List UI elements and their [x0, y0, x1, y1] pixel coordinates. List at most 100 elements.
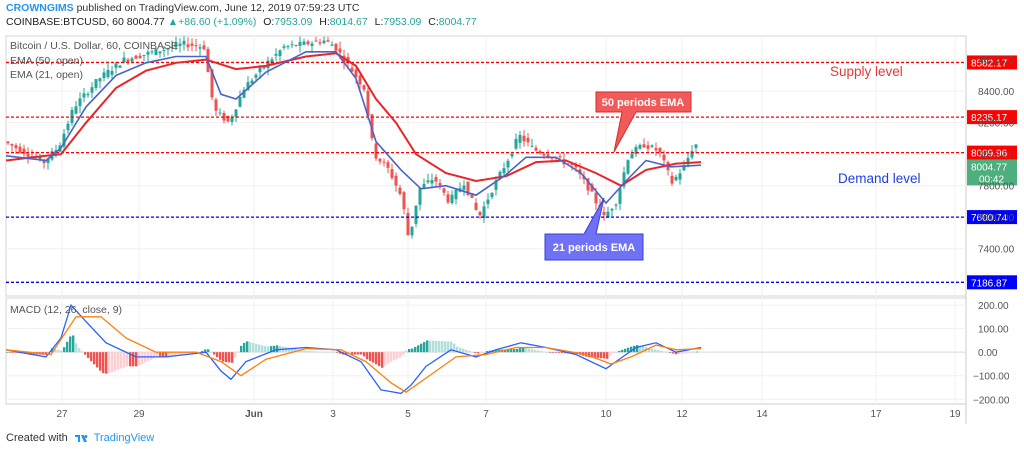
candle-body [682, 165, 686, 171]
candle-body [478, 211, 482, 216]
macd-histogram-bar [324, 351, 327, 353]
candle-body [290, 44, 294, 46]
macd-histogram-bar [96, 352, 99, 368]
macd-histogram-bar [537, 350, 540, 353]
candle-body [146, 51, 150, 55]
candle-body [538, 151, 542, 154]
author-name[interactable]: CROWNGIMS [6, 2, 74, 14]
candle-body [158, 51, 162, 54]
candle-body [482, 206, 486, 219]
macd-histogram-bar [177, 352, 180, 356]
macd-histogram-bar [234, 352, 237, 358]
candle-body [574, 164, 578, 168]
candle-body [338, 48, 342, 53]
ema50-line[interactable] [5, 52, 702, 187]
price-level-badge [967, 210, 1017, 225]
candle-body [162, 49, 166, 51]
ema21-line[interactable] [5, 51, 702, 205]
macd-histogram-bar [345, 352, 348, 355]
chart-canvas[interactable]: 8582.17 8235.17 8009.96 7600.74 7186.87 8004.… [0, 30, 1024, 428]
macd-histogram-bar [168, 352, 171, 357]
candle-body [314, 40, 318, 42]
candle-body [634, 146, 638, 155]
candle-body [630, 153, 634, 159]
macd-histogram-bar [246, 341, 249, 353]
macd-histogram-bar [273, 345, 276, 353]
macd-signal-line[interactable] [5, 316, 702, 393]
macd-histogram-bar [429, 340, 432, 353]
macd-histogram-bar [384, 352, 387, 366]
macd-tick-label: −200.00 [973, 395, 1010, 406]
macd-histogram-bar [603, 352, 606, 359]
macd-histogram-bar [615, 351, 618, 353]
footer-brand[interactable]: TradingView [93, 432, 155, 444]
candle-body [242, 89, 246, 98]
ema21-callout-box[interactable] [544, 197, 644, 261]
macd-histogram-bar [249, 342, 252, 353]
macd-histogram-bar [420, 343, 423, 353]
candle-body [214, 99, 218, 111]
macd-histogram-bar [222, 352, 225, 362]
macd-histogram-bar [81, 351, 84, 353]
ema21-legend[interactable]: EMA (21, open) [10, 69, 83, 81]
macd-histogram-bar [486, 351, 489, 353]
ema50-callout-box[interactable] [595, 91, 692, 153]
macd-histogram-bar [558, 352, 561, 353]
macd-histogram-bar [201, 350, 204, 353]
macd-histogram-bar [12, 352, 15, 353]
macd-histogram-bar [555, 352, 558, 353]
macd-histogram-bar [381, 352, 384, 368]
candle-body [526, 137, 530, 143]
macd-histogram-bar [9, 352, 12, 353]
price-level-badge [967, 55, 1017, 70]
macd-legend[interactable]: MACD (12, 26, close, 9) [10, 304, 122, 316]
candle-body [74, 106, 78, 114]
macd-histogram-bar [444, 341, 447, 353]
candle-body [426, 180, 430, 183]
macd-histogram-bar [87, 352, 90, 358]
candle-body [186, 44, 190, 48]
candle-body [534, 147, 538, 151]
candle-body [374, 143, 378, 159]
candle-body [270, 59, 274, 64]
macd-histogram-bar [240, 345, 243, 353]
candle-body [642, 144, 646, 148]
candle-body [182, 40, 186, 45]
ema50-legend[interactable]: EMA (50, open) [10, 55, 83, 67]
macd-histogram-bar [687, 352, 690, 353]
candle-body [410, 226, 414, 236]
macd-histogram-bar [354, 352, 357, 355]
candle-body [254, 74, 258, 78]
macd-line[interactable] [5, 303, 702, 395]
macd-histogram-bar [102, 352, 105, 374]
macd-histogram-bar [219, 352, 222, 360]
candle-body [602, 212, 606, 216]
macd-histogram-bar [129, 352, 132, 367]
candle-body [166, 48, 170, 50]
macd-histogram-bar [663, 351, 666, 353]
macd-histogram-bar [459, 347, 462, 353]
macd-histogram-bar [618, 350, 621, 353]
candle-body [306, 41, 310, 45]
candle-body [230, 117, 234, 122]
candle-body [14, 145, 18, 149]
macd-histogram-bar [375, 352, 378, 365]
macd-histogram-bar [426, 340, 429, 353]
macd-histogram-bar [171, 352, 174, 357]
candle-body [638, 144, 642, 149]
candle-body [190, 43, 194, 46]
tradingview-logo-icon [74, 435, 88, 443]
macd-histogram-bar [534, 349, 537, 353]
macd-histogram-bar [135, 352, 138, 367]
macd-histogram-bar [471, 351, 474, 353]
candle-body [550, 157, 554, 159]
candle-body [518, 134, 522, 143]
candle-body [130, 58, 134, 62]
candle-body [370, 114, 374, 139]
candle-body [502, 168, 506, 174]
macd-histogram-bar [519, 348, 522, 353]
macd-histogram-bar [90, 352, 93, 362]
candle-body [66, 123, 70, 131]
candle-body [202, 45, 206, 50]
macd-histogram-bar [120, 352, 123, 369]
